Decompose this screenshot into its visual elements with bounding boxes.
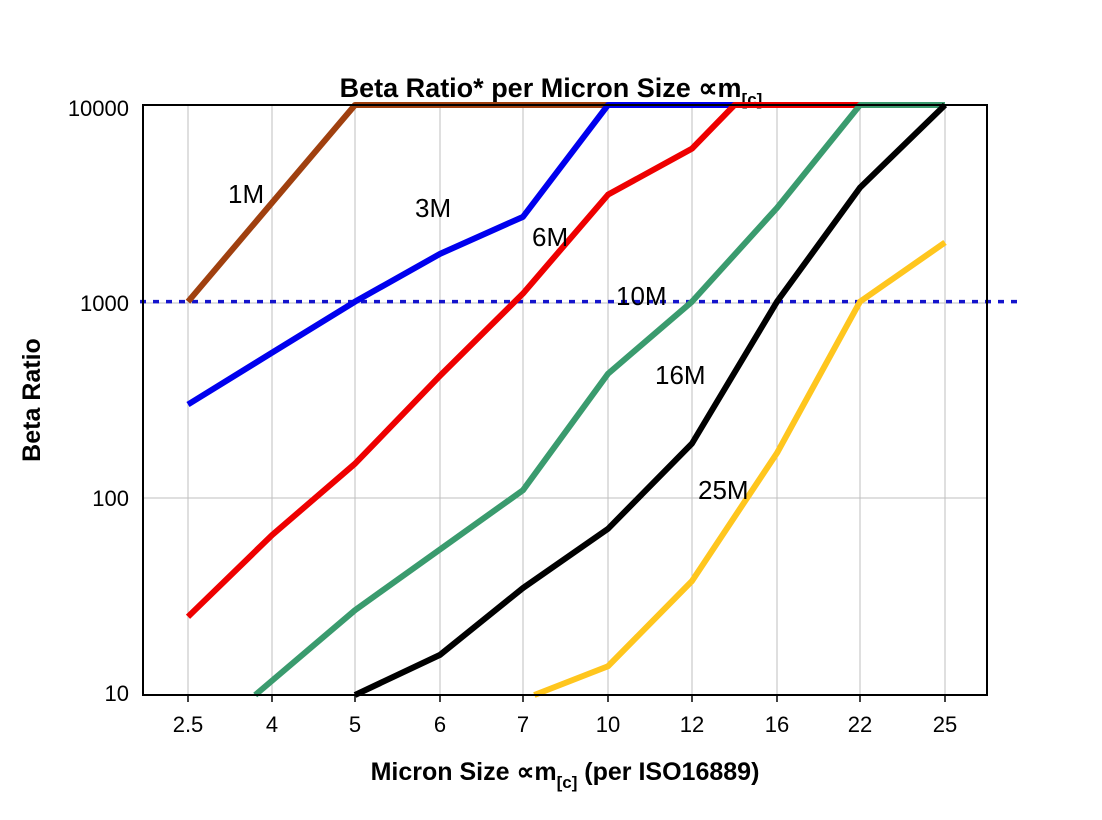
series-label-layer: 1M 3M 6M 10M 16M 25M xyxy=(228,179,749,505)
series-label-1M: 1M xyxy=(228,179,264,209)
y-tick-label: 1000 xyxy=(80,291,129,316)
x-tick-label: 16 xyxy=(765,712,789,737)
x-axis-title: Micron Size ∝m[c] (per ISO16889) xyxy=(371,758,760,792)
y-axis-ticks: 10 100 1000 10000 xyxy=(68,96,129,706)
x-axis-title-post: (per ISO16889) xyxy=(577,758,759,786)
series-label-6M: 6M xyxy=(532,222,568,252)
x-tick-label: 22 xyxy=(848,712,872,737)
series-line-10M xyxy=(253,102,945,698)
x-tick-label: 6 xyxy=(434,712,446,737)
series-label-16M: 16M xyxy=(655,360,706,390)
x-axis-title-subscript: [c] xyxy=(557,773,578,792)
series-line-6M xyxy=(185,102,945,619)
series-line-16M xyxy=(353,102,948,698)
chart-title: Beta Ratio* per Micron Size ∝m[c] xyxy=(340,73,763,109)
x-tick-label: 10 xyxy=(596,712,620,737)
plot-border xyxy=(142,104,988,696)
x-tick-label: 4 xyxy=(266,712,278,737)
series-label-25M: 25M xyxy=(698,475,749,505)
x-axis-title-pre: Micron Size xyxy=(371,758,517,786)
x-axis-title-symbol: ∝m xyxy=(516,758,556,786)
x-tick-label: 7 xyxy=(517,712,529,737)
x-tick-label: 5 xyxy=(349,712,361,737)
y-axis-title: Beta Ratio xyxy=(18,338,46,462)
series-line-1M xyxy=(185,102,945,304)
x-axis-ticks: 2.5 4 5 6 7 10 12 16 22 25 xyxy=(173,695,957,737)
y-tick-label: 100 xyxy=(92,486,129,511)
chart-title-symbol: ∝m xyxy=(698,73,741,103)
y-tick-label: 10 xyxy=(105,681,129,706)
series-line-25M xyxy=(533,239,947,698)
x-tick-label: 2.5 xyxy=(173,712,204,737)
x-tick-label: 25 xyxy=(933,712,957,737)
series-label-3M: 3M xyxy=(415,193,451,223)
series-label-10M: 10M xyxy=(616,281,667,311)
x-tick-label: 12 xyxy=(680,712,704,737)
gridlines xyxy=(143,105,987,695)
series-layer xyxy=(185,102,948,698)
y-tick-label: 10000 xyxy=(68,96,129,121)
chart-title-main: Beta Ratio* per Micron Size xyxy=(340,73,699,103)
